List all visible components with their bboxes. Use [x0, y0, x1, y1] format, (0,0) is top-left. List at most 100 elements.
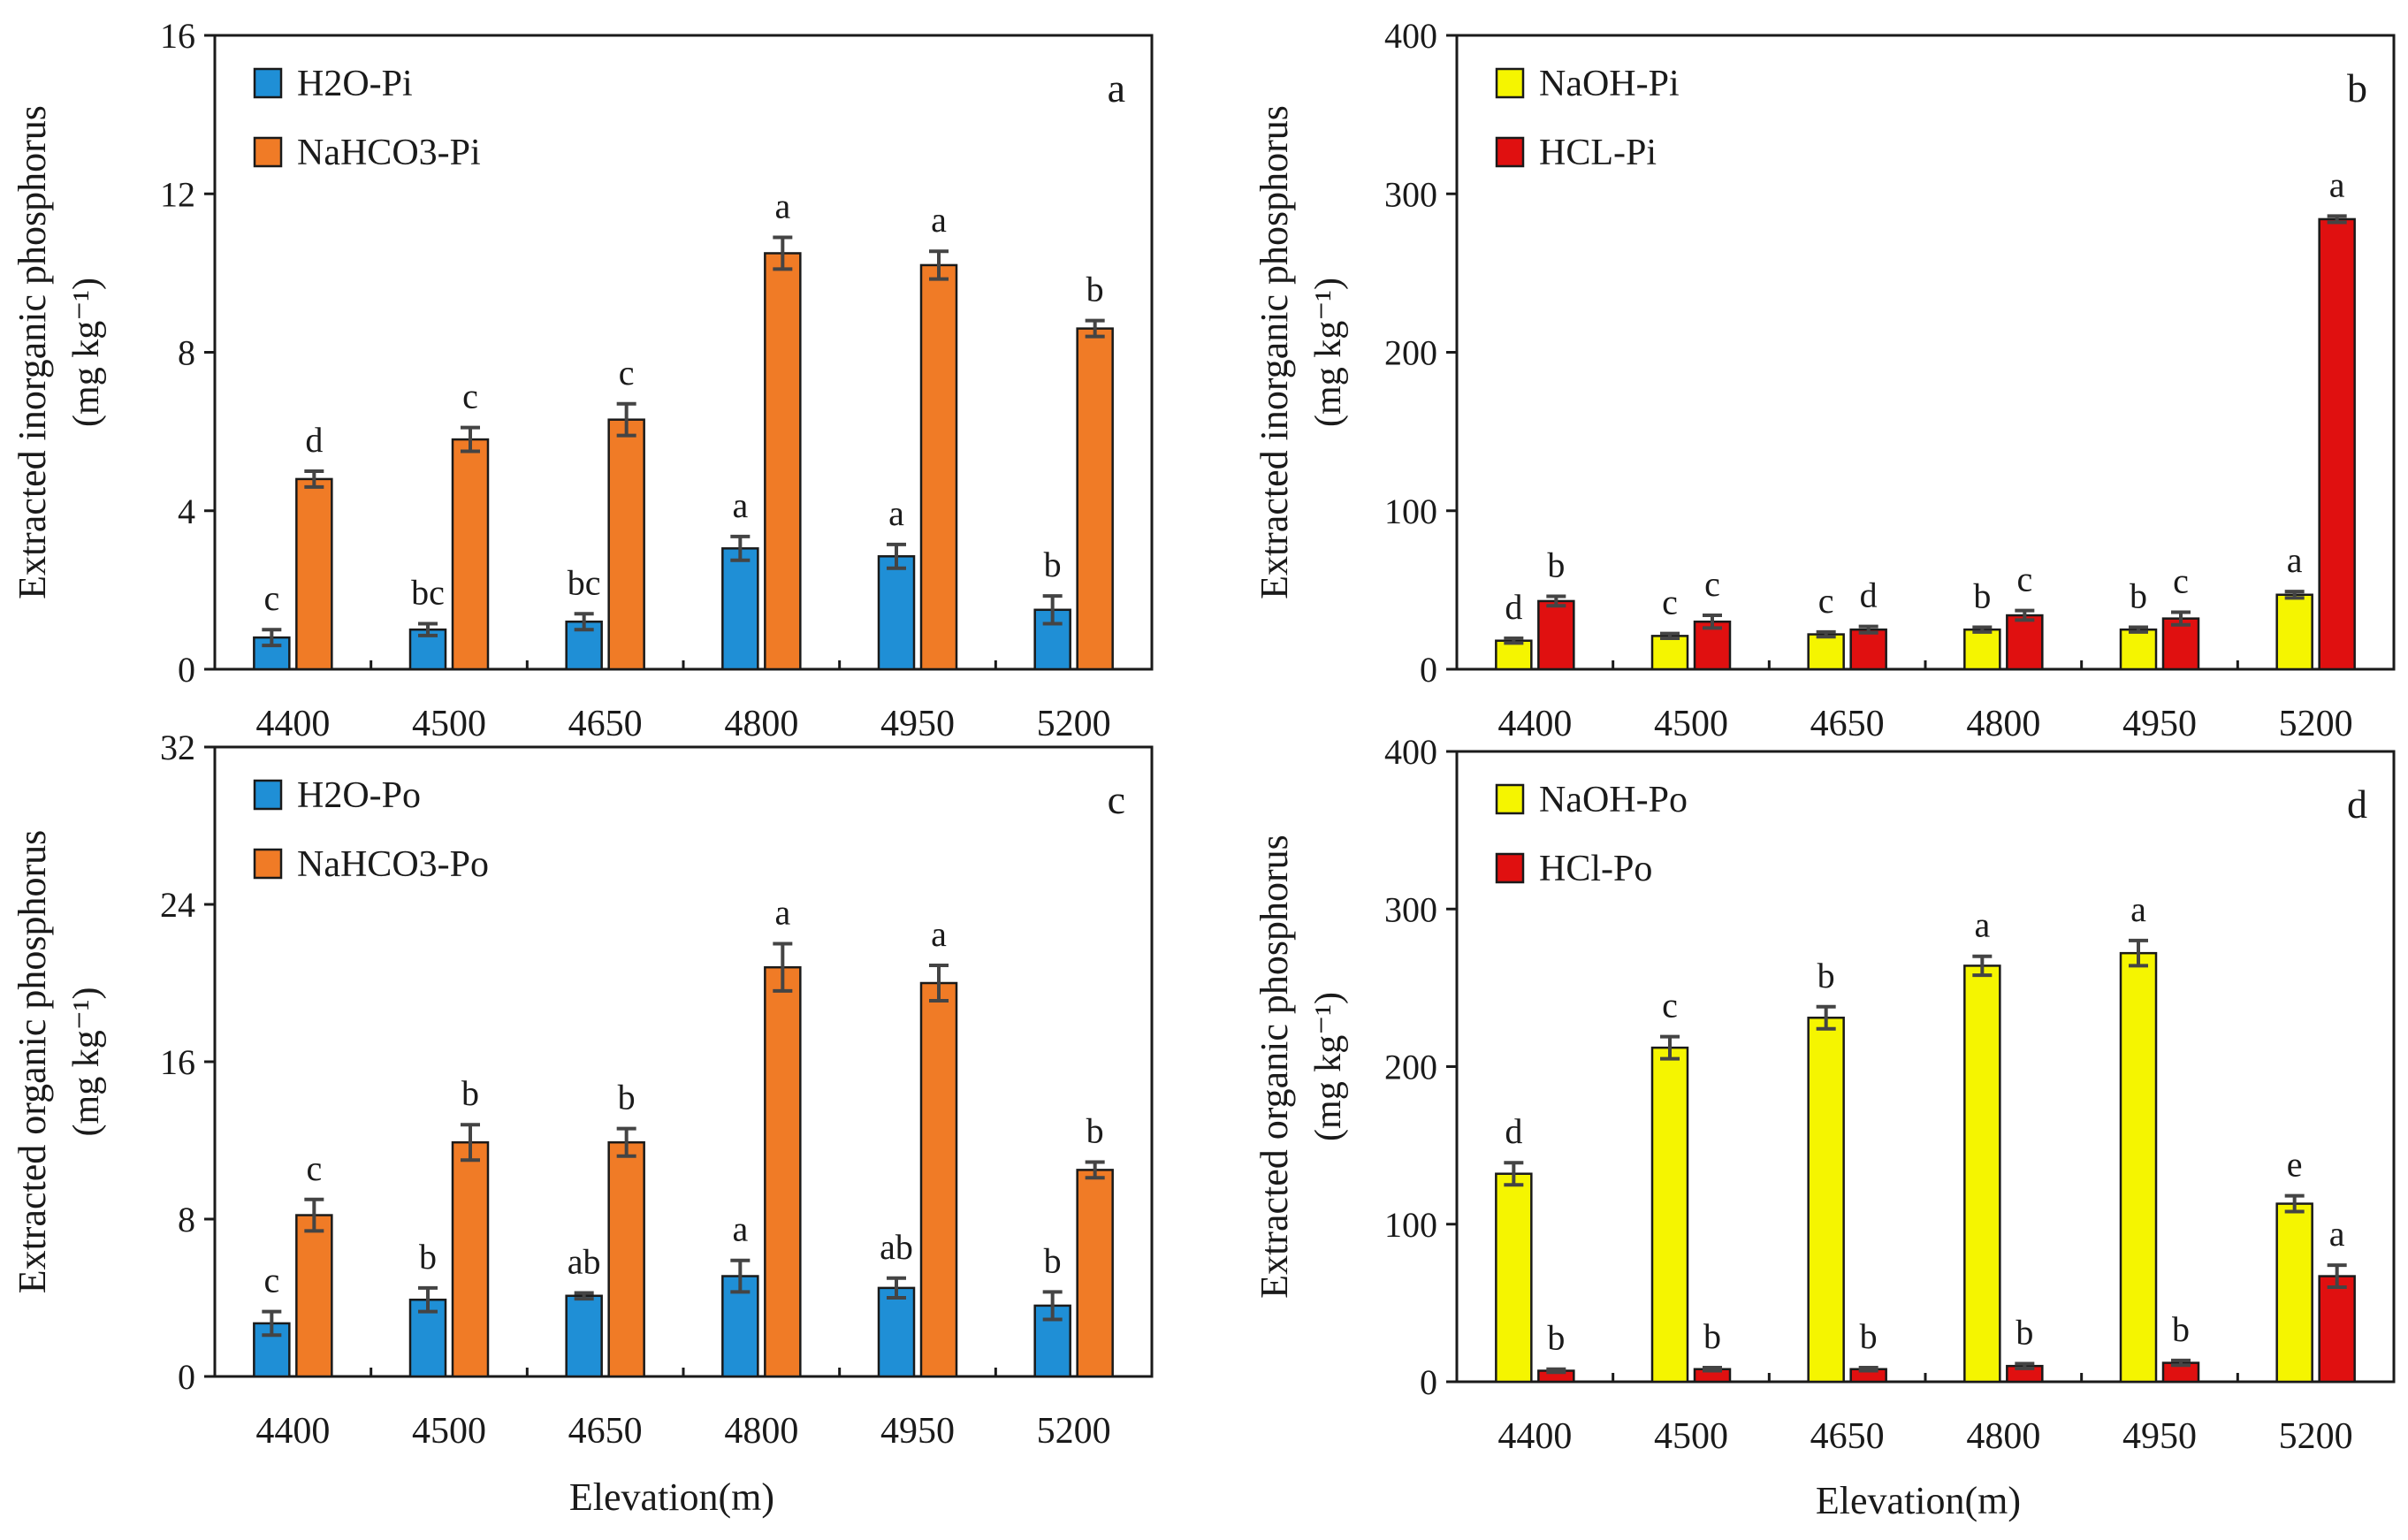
significance-letter: c: [1662, 986, 1678, 1025]
y-tick-label: 200: [1384, 333, 1437, 373]
bar-H2O-Pi-4800: [721, 547, 759, 671]
bar-HCL-Pi-4950: [2161, 617, 2200, 671]
bar-NaOH-Po-4650: [1807, 1016, 1845, 1384]
plot-frame: [213, 745, 1154, 1378]
y-axis-title: Extracted organic phosphorus: [11, 830, 54, 1294]
bar-NaOH-Pi-4500: [1650, 635, 1689, 671]
y-tick-label: 16: [160, 1042, 195, 1082]
x-tick-label: 4650: [568, 704, 643, 744]
bar-NaHCO3-Pi-4500: [451, 438, 490, 671]
bar-HCl-Po-5200: [2318, 1275, 2356, 1384]
x-tick-label: 4950: [2122, 704, 2197, 744]
bar-NaHCO3-Po-4400: [295, 1214, 333, 1378]
significance-letter: b: [1547, 545, 1565, 585]
bar-NaHCO3-Pi-4650: [607, 418, 645, 671]
x-tick-label: 4650: [1810, 704, 1885, 744]
bar-NaHCO3-Po-5200: [1076, 1169, 1114, 1378]
y-tick-label: 4: [178, 492, 195, 531]
bar-NaHCO3-Pi-4950: [919, 263, 958, 671]
significance-letter: c: [1704, 564, 1720, 604]
x-tick-label: 4800: [724, 1411, 798, 1452]
significance-letter: a: [774, 893, 790, 933]
y-tick-label: 300: [1384, 889, 1437, 929]
bar-H2O-Po-4650: [565, 1294, 603, 1378]
significance-letter: c: [1662, 583, 1678, 622]
significance-letter: b: [1547, 1318, 1565, 1358]
y-axis-units: (mg kg⁻¹): [66, 987, 107, 1137]
y-tick-label: 0: [178, 1357, 195, 1397]
bar-NaHCO3-Po-4950: [919, 981, 958, 1378]
bar-NaHCO3-Pi-4400: [295, 477, 333, 671]
significance-letter: bc: [568, 562, 601, 602]
legend-swatch-NaOH-Po: [1495, 783, 1525, 815]
significance-letter: b: [2130, 576, 2147, 615]
significance-letter: e: [2287, 1145, 2303, 1185]
y-tick-label: 100: [1384, 1205, 1437, 1245]
significance-letter: a: [931, 914, 947, 954]
y-tick-label: 8: [178, 333, 195, 373]
y-tick-label: 0: [178, 650, 195, 690]
bar-H2O-Po-4950: [877, 1286, 916, 1378]
significance-letter: ab: [568, 1241, 601, 1281]
x-tick-label: 4650: [1810, 1416, 1885, 1457]
y-tick-label: 100: [1384, 492, 1437, 531]
x-tick-label: 4950: [2122, 1416, 2197, 1457]
x-tick-label: 4500: [412, 1411, 486, 1452]
bar-NaHCO3-Po-4800: [764, 965, 802, 1378]
legend-label: H2O-Po: [297, 775, 421, 816]
plot-frame: [1455, 34, 2396, 671]
x-tick-label: 4500: [1654, 704, 1728, 744]
panel-letter: d: [2347, 781, 2367, 827]
y-tick-label: 24: [160, 885, 195, 925]
bar-H2O-Pi-4950: [877, 555, 916, 671]
y-tick-label: 400: [1384, 732, 1437, 772]
significance-letter: c: [263, 578, 279, 618]
significance-letter: d: [305, 420, 323, 460]
bar-NaOH-Pi-4650: [1807, 633, 1845, 671]
significance-letter: c: [263, 1261, 279, 1300]
bar-HCL-Pi-4800: [2006, 614, 2044, 671]
bar-NaOH-Po-5200: [2275, 1202, 2313, 1384]
bar-HCL-Pi-5200: [2318, 217, 2356, 671]
significance-letter: c: [2173, 560, 2189, 600]
significance-letter: b: [1044, 545, 1062, 584]
significance-letter: c: [1818, 581, 1834, 621]
bar-NaHCO3-Po-4650: [607, 1140, 645, 1378]
x-tick-label: 4650: [568, 1411, 643, 1452]
bar-HCL-Pi-4650: [1849, 628, 1887, 671]
bar-NaOH-Pi-4950: [2119, 628, 2158, 671]
significance-letter: c: [2016, 560, 2032, 599]
x-tick-label: 4500: [1654, 1416, 1728, 1457]
bar-NaOH-Po-4950: [2119, 951, 2158, 1384]
y-tick-label: 400: [1384, 16, 1437, 56]
significance-letter: a: [888, 493, 904, 533]
significance-letter: a: [732, 485, 748, 525]
significance-letter: a: [2329, 1214, 2345, 1254]
significance-letter: b: [1817, 956, 1835, 995]
panel-letter: a: [1108, 65, 1125, 111]
y-tick-label: 0: [1420, 1362, 1437, 1402]
y-tick-label: 8: [178, 1200, 195, 1239]
significance-letter: a: [2130, 889, 2146, 929]
bar-NaOH-Po-4800: [1963, 964, 2001, 1384]
significance-letter: b: [1086, 270, 1104, 309]
bar-NaOH-Pi-4400: [1495, 639, 1533, 671]
significance-letter: b: [2172, 1309, 2190, 1349]
x-tick-label: 4400: [255, 704, 330, 744]
plot-frame: [1455, 750, 2396, 1384]
bar-NaHCO3-Pi-5200: [1076, 327, 1114, 671]
plot-frame: [213, 34, 1154, 671]
significance-letter: b: [419, 1237, 437, 1277]
x-tick-label: 4950: [880, 704, 955, 744]
significance-letter: b: [618, 1078, 636, 1117]
x-tick-label: 5200: [1037, 1411, 1111, 1452]
bar-NaHCO3-Pi-4800: [764, 252, 802, 671]
legend-label: NaOH-Po: [1539, 780, 1688, 820]
legend-label: NaHCO3-Pi: [297, 133, 481, 173]
y-tick-label: 12: [160, 174, 195, 214]
x-tick-label: 4400: [255, 1411, 330, 1452]
legend-label: NaOH-Pi: [1539, 64, 1680, 104]
y-axis-title: Extracted inorganic phosphorus: [1253, 105, 1296, 599]
legend-swatch-NaHCO3-Pi: [253, 136, 283, 168]
